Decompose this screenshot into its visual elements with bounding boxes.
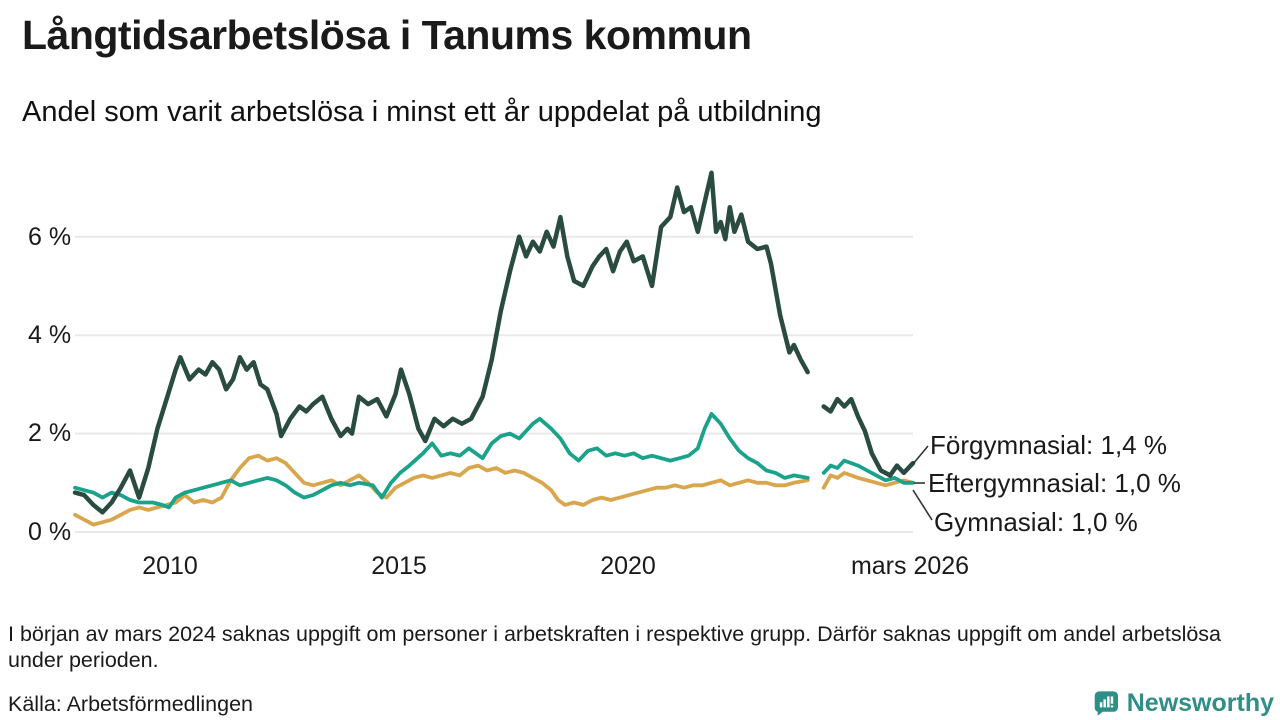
series-label-eftergymnasial: Eftergymnasial: 1,0 % xyxy=(928,468,1181,498)
series-label-forgymnasial: Förgymnasial: 1,4 % xyxy=(930,430,1167,460)
brand-logo: Newsworthy xyxy=(1094,686,1274,720)
y-tick-6: 6 % xyxy=(28,223,72,251)
x-tick-mars-2026: mars 2026 xyxy=(850,552,970,580)
y-tick-4: 4 % xyxy=(28,321,72,349)
source-text: Källa: Arbetsförmedlingen xyxy=(8,692,254,716)
series-label-gymnasial: Gymnasial: 1,0 % xyxy=(934,507,1138,537)
y-tick-2: 2 % xyxy=(28,419,72,447)
page-title: Långtidsarbetslösa i Tanums kommun xyxy=(22,12,752,58)
page-subtitle: Andel som varit arbetslösa i minst ett å… xyxy=(22,96,822,128)
x-tick-2010: 2010 xyxy=(142,552,198,580)
footnote-text: I början av mars 2024 saknas uppgift om … xyxy=(8,622,1222,672)
brand-name: Newsworthy xyxy=(1126,688,1274,717)
x-tick-2020: 2020 xyxy=(600,552,656,580)
y-tick-0: 0 % xyxy=(28,518,72,546)
newsworthy-logo-icon xyxy=(1094,691,1119,716)
x-tick-2015: 2015 xyxy=(371,552,427,580)
